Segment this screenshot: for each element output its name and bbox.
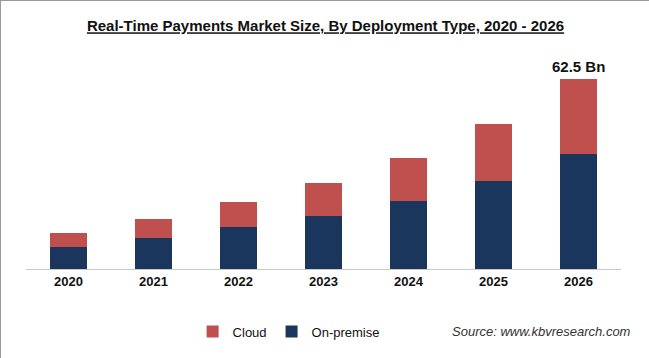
svg-text:Real-Time Payments Market Size: Real-Time Payments Market Size, By Deplo… — [87, 17, 564, 34]
svg-text:Cloud: Cloud — [233, 325, 267, 340]
svg-text:2026: 2026 — [564, 274, 593, 289]
svg-text:2025: 2025 — [479, 274, 508, 289]
svg-text:62.5 Bn: 62.5 Bn — [552, 58, 605, 75]
svg-text:2020: 2020 — [54, 274, 83, 289]
svg-text:2023: 2023 — [309, 274, 338, 289]
svg-text:2021: 2021 — [139, 274, 168, 289]
svg-text:2022: 2022 — [224, 274, 253, 289]
svg-text:On-premise: On-premise — [312, 325, 380, 340]
svg-text:Source: www.kbvresearch.com: Source: www.kbvresearch.com — [452, 324, 631, 339]
svg-text:2024: 2024 — [394, 274, 424, 289]
